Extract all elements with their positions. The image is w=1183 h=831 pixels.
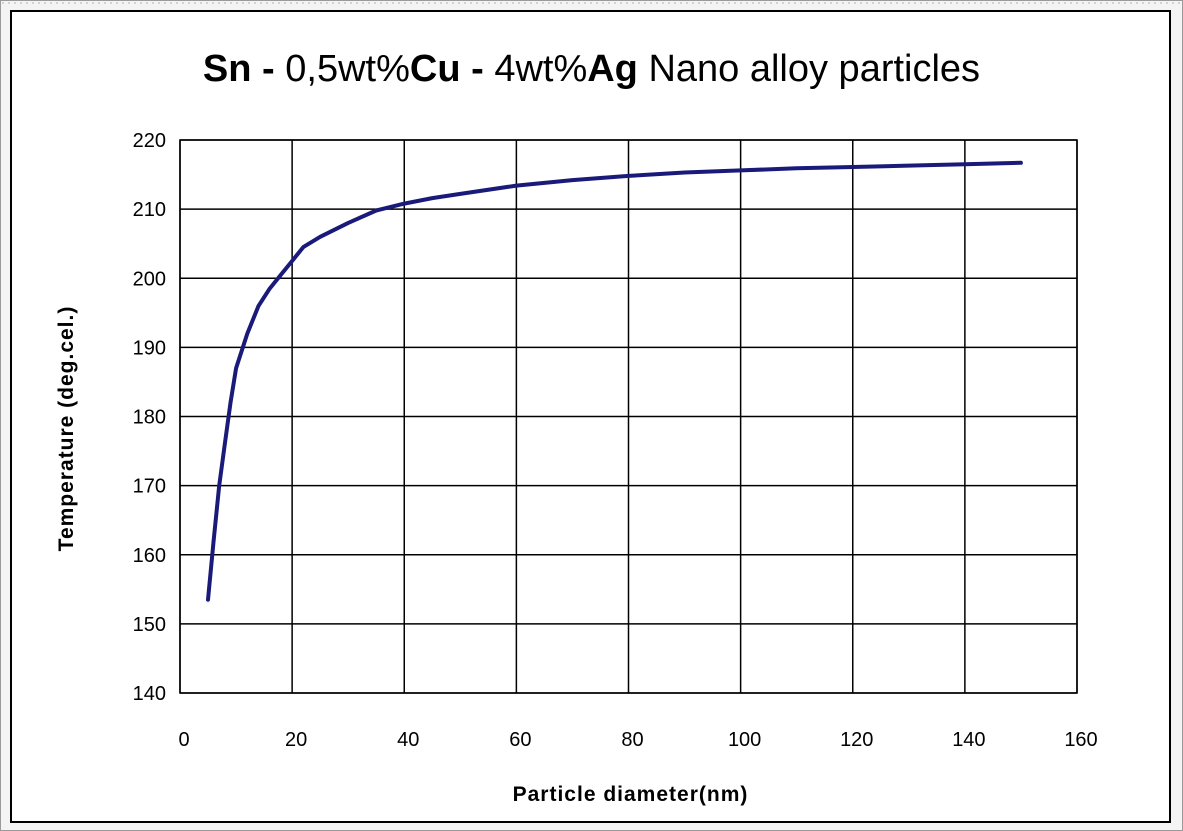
y-tick-label: 150 bbox=[133, 614, 166, 636]
title-part: Ag bbox=[587, 48, 638, 90]
x-tick-label: 80 bbox=[621, 729, 643, 751]
y-tick-label: 140 bbox=[133, 683, 166, 705]
title-part: Sn - bbox=[202, 48, 286, 90]
x-tick-labels: 0 20 40 60 80 100 120 140 160 bbox=[178, 729, 1097, 751]
x-tick-label: 100 bbox=[728, 729, 761, 751]
title-part: 4wt% bbox=[494, 48, 588, 90]
x-tick-label: 20 bbox=[285, 729, 307, 751]
y-tick-label: 180 bbox=[133, 407, 166, 429]
y-tick-label: 170 bbox=[133, 476, 166, 498]
x-tick-label: 40 bbox=[397, 729, 419, 751]
title-part: Nano alloy particles bbox=[637, 48, 981, 90]
title-part: Cu - bbox=[409, 48, 495, 90]
x-tick-label: 60 bbox=[509, 729, 531, 751]
y-tick-label: 160 bbox=[133, 545, 166, 567]
series-line bbox=[206, 160, 1023, 602]
y-tick-label: 200 bbox=[133, 268, 166, 290]
x-tick-label: 160 bbox=[1064, 729, 1097, 751]
x-axis-label: Particle diameter(nm) bbox=[513, 783, 749, 806]
y-tick-label: 220 bbox=[133, 130, 166, 152]
chart-title: Sn - 0,5wt%Cu - 4wt%Ag Nano alloy partic… bbox=[0, 48, 1183, 91]
y-tick-labels: 140 150 160 170 180 190 200 210 220 bbox=[133, 130, 166, 705]
y-tick-label: 210 bbox=[133, 199, 166, 221]
x-tick-label: 120 bbox=[840, 729, 873, 751]
x-tick-label: 0 bbox=[178, 729, 189, 751]
y-axis-label: Temperature (deg.cel.) bbox=[55, 306, 78, 552]
plot-area-border bbox=[179, 139, 1078, 694]
background-dotted-strip bbox=[0, 0, 1183, 8]
gridlines bbox=[179, 139, 1078, 694]
y-tick-label: 190 bbox=[133, 337, 166, 359]
title-part: 0,5wt% bbox=[285, 48, 410, 90]
x-tick-label: 140 bbox=[952, 729, 985, 751]
